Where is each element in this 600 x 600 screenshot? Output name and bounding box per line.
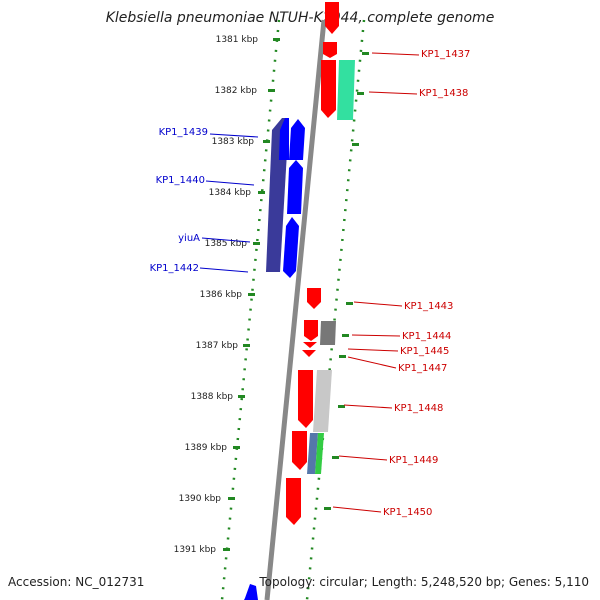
connector — [368, 91, 418, 95]
left-dotted-track — [220, 19, 281, 600]
gene-label[interactable]: KP1_1445 — [400, 346, 449, 357]
right-track-ticks — [324, 52, 369, 510]
tick — [268, 89, 275, 92]
right-label-lines — [332, 52, 420, 513]
kbp-label: 1384 kbp — [209, 188, 252, 198]
gene-label[interactable]: KP1_1438 — [419, 88, 468, 99]
tick — [223, 548, 230, 551]
connector — [205, 180, 255, 186]
gene-label[interactable]: KP1_1439 — [159, 127, 208, 138]
tick — [273, 38, 280, 41]
connector — [201, 237, 251, 243]
gene-kp1-1447[interactable] — [302, 350, 316, 357]
gene-label[interactable]: KP1_1449 — [389, 455, 438, 466]
connector — [371, 52, 420, 56]
kbp-label: 1386 kbp — [200, 290, 243, 300]
gene-label[interactable]: yiuA — [178, 233, 200, 244]
genome-backbone — [264, 19, 327, 600]
kbp-label: 1391 kbp — [174, 545, 217, 555]
tick — [248, 293, 255, 296]
tick — [243, 344, 250, 347]
left-label-lines — [199, 133, 259, 273]
kbp-ticks — [223, 38, 280, 551]
tick — [338, 405, 345, 408]
gene-blue-gray[interactable] — [307, 433, 318, 474]
gene-kp1-1436[interactable] — [325, 2, 339, 34]
gene-label[interactable]: KP1_1437 — [421, 49, 470, 60]
kbp-label: 1385 kbp — [205, 239, 248, 249]
forward-genes — [286, 2, 339, 525]
gene-light-gray[interactable] — [313, 370, 332, 432]
connector — [351, 334, 401, 337]
accession-text: Accession: NC_012731 — [8, 575, 144, 589]
gene-kp1-1445[interactable] — [303, 342, 317, 348]
gene-kp1-1438a[interactable] — [321, 60, 336, 118]
gene-kp1-1449[interactable] — [292, 431, 307, 470]
kbp-label: 1389 kbp — [185, 443, 228, 453]
gene-kp1-1438b[interactable] — [337, 60, 355, 120]
kbp-label: 1383 kbp — [212, 137, 255, 147]
tick — [258, 191, 265, 194]
gene-kp1-1444[interactable] — [304, 320, 318, 341]
gene-label[interactable]: KP1_1447 — [398, 363, 447, 374]
gene-kp1-1437[interactable] — [323, 42, 337, 58]
map-title: Klebsiella pneumoniae NTUH-K2044, comple… — [106, 10, 495, 26]
gene-kp1-1440[interactable] — [287, 160, 303, 214]
gene-label[interactable]: KP1_1443 — [404, 301, 453, 312]
tick — [263, 140, 270, 143]
gene-label[interactable]: KP1_1440 — [156, 175, 205, 186]
tick — [346, 302, 353, 305]
gene-kp1-1439[interactable] — [289, 119, 305, 160]
tick — [324, 507, 331, 510]
gene-kp1-1443[interactable] — [307, 288, 321, 309]
kbp-label: 1388 kbp — [191, 392, 234, 402]
connector — [343, 404, 393, 409]
tick — [228, 497, 235, 500]
tick — [352, 143, 359, 146]
left-gene-labels: KP1_1439 KP1_1440 yiuA KP1_1442 — [150, 127, 208, 274]
tick — [233, 446, 240, 449]
tick — [342, 334, 349, 337]
connector — [347, 348, 399, 352]
gene-label[interactable]: KP1_1450 — [383, 507, 432, 518]
reverse-genes — [244, 118, 305, 600]
connector — [332, 506, 382, 513]
tick — [357, 92, 364, 95]
gene-kp1-1442[interactable] — [283, 217, 299, 278]
tick — [362, 52, 369, 55]
gene-bottom[interactable] — [244, 584, 258, 600]
connector — [347, 356, 397, 369]
gene-label[interactable]: KP1_1444 — [402, 331, 451, 342]
gene-kp1-1448[interactable] — [298, 370, 313, 428]
right-gene-labels: KP1_1437 KP1_1438 KP1_1443 KP1_1444 KP1_… — [383, 49, 470, 518]
kbp-label: 1382 kbp — [215, 86, 258, 96]
gene-kp1-1450[interactable] — [286, 478, 301, 525]
gene-green[interactable] — [315, 433, 324, 474]
connector — [199, 267, 249, 273]
connector — [338, 455, 388, 461]
tick — [332, 456, 339, 459]
kbp-label: 1381 kbp — [216, 35, 259, 45]
topology-text: Topology: circular; Length: 5,248,520 bp… — [258, 575, 589, 589]
gene-label[interactable]: KP1_1448 — [394, 403, 443, 414]
kbp-label: 1387 kbp — [196, 341, 239, 351]
gene-kp1-1439a[interactable] — [279, 118, 289, 160]
gene-gray[interactable] — [320, 321, 336, 345]
tick — [238, 395, 245, 398]
kbp-labels: 1381 kbp 1382 kbp 1383 kbp 1384 kbp 1385… — [174, 35, 259, 555]
tick — [339, 355, 346, 358]
connector — [353, 301, 403, 307]
kbp-label: 1390 kbp — [179, 494, 222, 504]
auxiliary-genes — [307, 60, 355, 474]
gene-label[interactable]: KP1_1442 — [150, 263, 199, 274]
tick — [253, 242, 260, 245]
connector — [209, 133, 259, 138]
right-dotted-track — [305, 19, 366, 600]
